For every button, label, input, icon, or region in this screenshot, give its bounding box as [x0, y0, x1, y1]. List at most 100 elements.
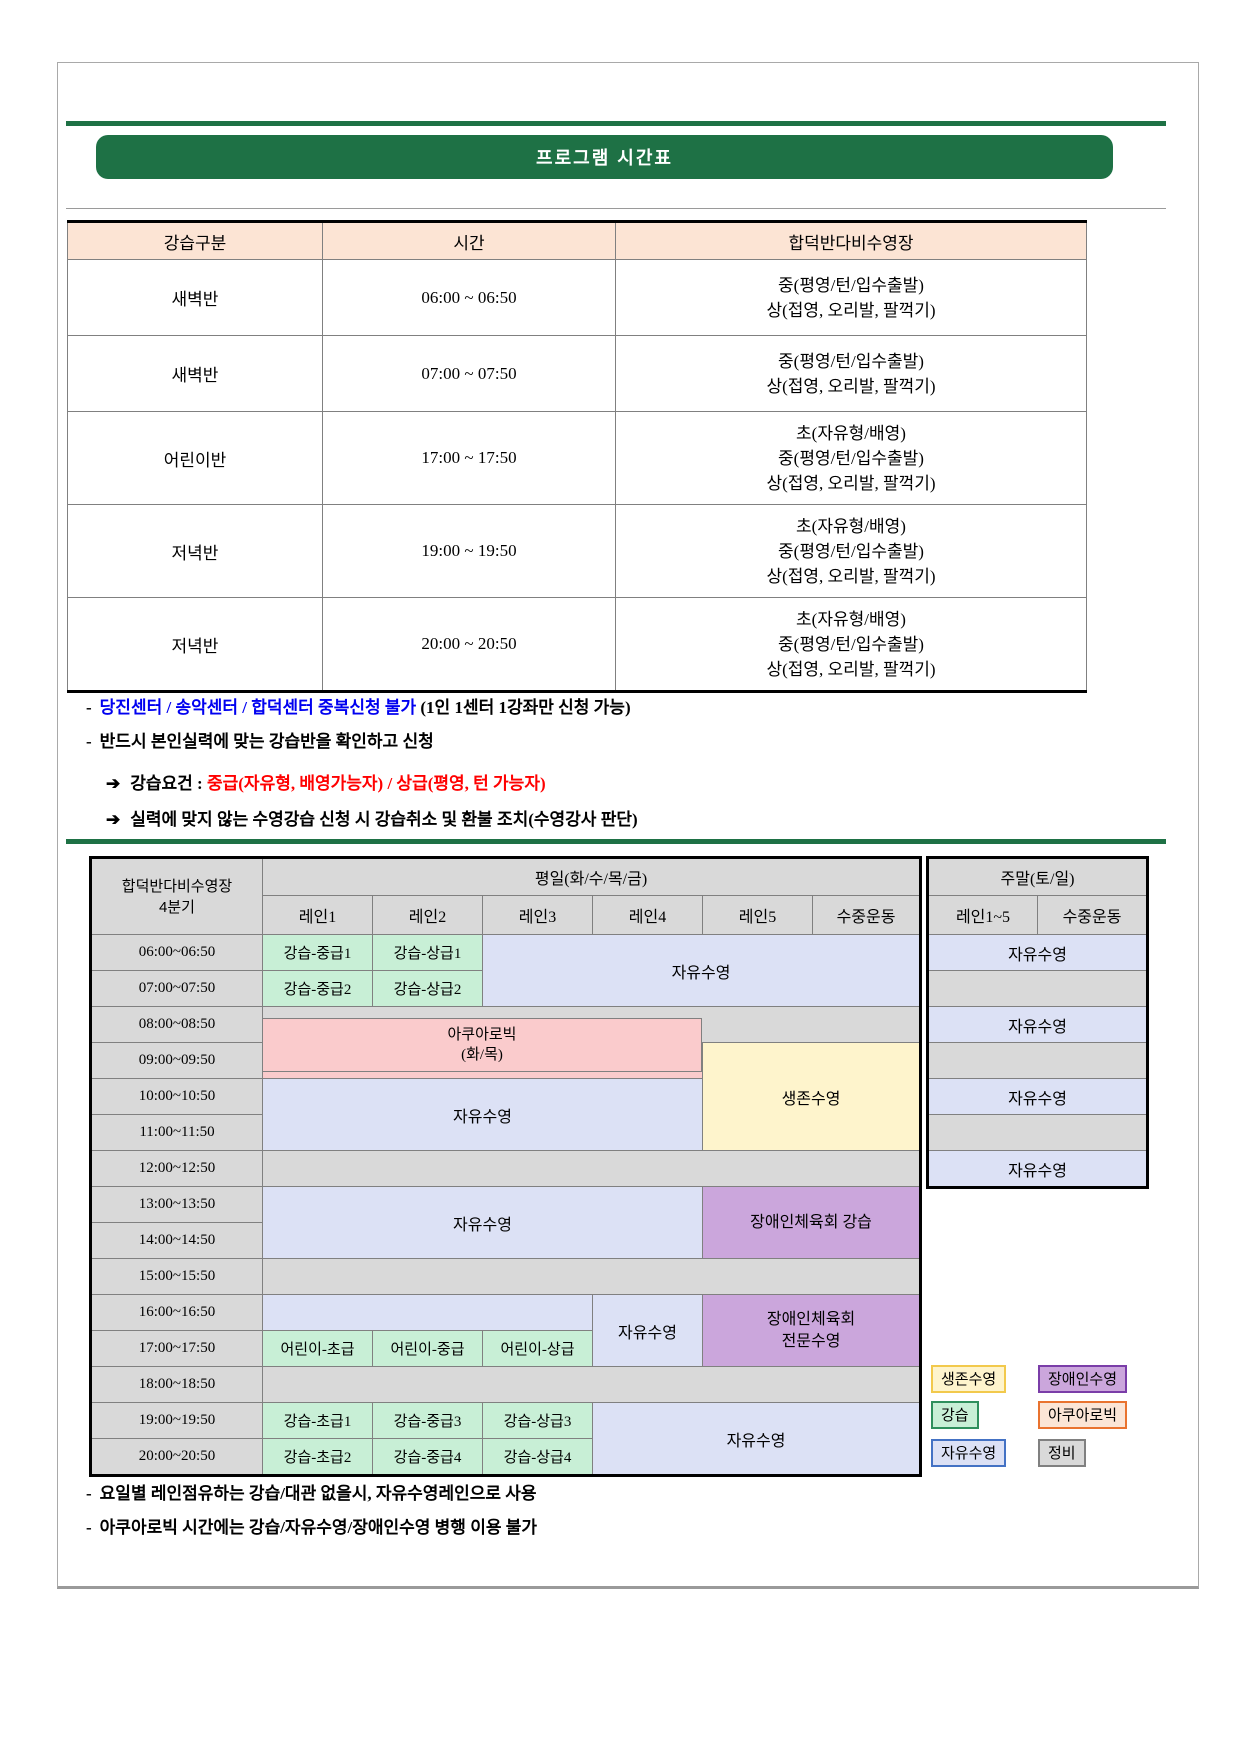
level-line: 초(자유형/배영)	[796, 423, 906, 443]
free-swim-cell: 자유수영	[926, 1150, 1149, 1188]
note-rest-text: (1인 1센터 1강좌만 신청 가능)	[416, 698, 631, 717]
note-text: 반드시 본인실력에 맞는 강습반을 확인하고 신청	[99, 732, 434, 751]
time-cell: 06:00~06:50	[90, 934, 263, 971]
free-swim-cell: 자유수영	[926, 1078, 1149, 1115]
col-header-pool: 합덕반다비수영장	[615, 220, 1087, 260]
legend-maintenance: 정비	[1038, 1439, 1086, 1467]
class-cell: 어린이-초급	[262, 1330, 373, 1367]
label-line: 전문수영	[781, 1332, 841, 1350]
lane-header: 레인2	[372, 895, 483, 935]
class-time: 07:00 ~ 07:50	[322, 335, 616, 412]
class-cell: 강습-상급3	[482, 1402, 593, 1439]
level-line: 상(접영, 오리발, 팔꺽기)	[766, 566, 936, 586]
free-swim-cell: 자유수영	[262, 1186, 703, 1259]
class-cell: 강습-상급1	[372, 934, 483, 971]
level-line: 중(평영/턴/입수출발)	[778, 448, 924, 468]
level-line: 중(평영/턴/입수출발)	[778, 634, 924, 654]
col-header-class-type: 강습구분	[67, 220, 323, 260]
divider-green-top	[66, 121, 1166, 126]
class-cell: 강습-중급4	[372, 1438, 483, 1476]
table-row: 새벽반 07:00 ~ 07:50 중(평영/턴/입수출발) 상(접영, 오리발…	[67, 335, 1087, 412]
time-row-1000: 10:00~10:50 자유수영	[90, 1078, 921, 1151]
free-swim-area-cell	[262, 1294, 593, 1331]
time-row-1400: 14:00~14:50	[90, 1222, 921, 1259]
class-cell: 강습-상급2	[372, 970, 483, 1007]
class-levels: 중(평영/턴/입수출발) 상(접영, 오리발, 팔꺽기)	[615, 259, 1087, 336]
time-row-1500: 15:00~15:50	[90, 1258, 922, 1295]
weekend-row-1200	[926, 1042, 1149, 1079]
legend-aquarobic: 아쿠아로빅	[1038, 1401, 1128, 1429]
legend-label: 아쿠아로빅	[1048, 1408, 1118, 1424]
class-cell: 강습-중급3	[372, 1402, 483, 1439]
title-bar: 프로그램 시간표	[96, 135, 1113, 179]
note-label: 강습요건 :	[130, 774, 207, 793]
class-type: 저녁반	[67, 597, 323, 693]
time-row-1800: 18:00~18:50	[90, 1366, 922, 1403]
time-cell: 19:00~19:50	[90, 1402, 263, 1439]
dash: -	[86, 732, 92, 751]
level-line: 상(접영, 오리발, 팔꺽기)	[766, 376, 936, 396]
free-swim-cell: 자유수영	[262, 1078, 703, 1151]
weekday-header: 평일(화/수/목/금)	[261, 857, 922, 896]
time-row-1100: 11:00~11:50	[90, 1114, 921, 1151]
aquarobic-block: 아쿠아로빅 (화/목)	[262, 1018, 702, 1072]
free-swim-cell: 자유수영	[926, 934, 1149, 971]
class-cell: 어린이-상급	[482, 1330, 593, 1367]
time-cell: 08:00~08:50	[90, 1006, 263, 1043]
grid-header-row: 합덕반다비수영장 4분기 평일(화/수/목/금)	[90, 857, 922, 935]
legend-label: 생존수영	[941, 1372, 997, 1388]
time-row-1300: 13:00~13:50 자유수영 장애인체육회 강습	[90, 1186, 922, 1259]
free-swim-cell: 자유수영	[481, 934, 922, 1007]
legend-label: 장애인수영	[1048, 1372, 1118, 1388]
note-text: 요일별 레인점유하는 강습/대관 없을시, 자유수영레인으로 사용	[99, 1484, 537, 1503]
note-red-text: 중급(자유형, 배영가능자) / 상급(평영, 턴 가능자)	[206, 774, 546, 793]
class-time: 20:00 ~ 20:50	[322, 597, 616, 693]
level-line: 상(접영, 오리발, 팔꺽기)	[766, 659, 936, 679]
weekend-header: 주말(토/일)	[926, 857, 1149, 896]
time-cell: 13:00~13:50	[90, 1186, 263, 1223]
class-levels: 중(평영/턴/입수출발) 상(접영, 오리발, 팔꺽기)	[615, 335, 1087, 412]
pool-name: 합덕반다비수영장	[121, 877, 233, 895]
time-cell: 11:00~11:50	[90, 1114, 263, 1151]
col-header-time: 시간	[322, 220, 616, 260]
level-line: 초(자유형/배영)	[796, 516, 906, 536]
note-text: 실력에 맞지 않는 수영강습 신청 시 강습취소 및 환불 조치(수영강사 판단…	[130, 810, 638, 829]
class-cell: 어린이-중급	[372, 1330, 483, 1367]
note-cancellation: ➔ 실력에 맞지 않는 수영강습 신청 시 강습취소 및 환불 조치(수영강사 판…	[106, 805, 638, 830]
time-row-0700: 07:00~07:50 강습-중급2 강습-상급2	[90, 970, 921, 1007]
footer-note-aquarobic: - 아쿠아로빅 시간에는 강습/자유수영/장애인수영 병행 이용 불가	[86, 1513, 537, 1538]
time-cell: 14:00~14:50	[90, 1222, 263, 1259]
class-time: 17:00 ~ 17:50	[322, 411, 616, 505]
legend-disabled-swim: 장애인수영	[1038, 1365, 1128, 1393]
class-time: 19:00 ~ 19:50	[322, 504, 616, 598]
class-type: 저녁반	[67, 504, 323, 598]
dash: -	[86, 698, 92, 717]
time-row-1600: 16:00~16:50 자유수영 장애인체육회 전문수영	[90, 1294, 922, 1367]
level-line: 중(평영/턴/입수출발)	[778, 541, 924, 561]
free-swim-cell: 자유수영	[591, 1402, 922, 1476]
weekend-row-0800	[926, 970, 1149, 1007]
aquarobic-label: 아쿠아로빅	[447, 1027, 517, 1043]
time-cell: 07:00~07:50	[90, 970, 263, 1007]
note-requirements: ➔ 강습요건 : 중급(자유형, 배영가능자) / 상급(평영, 턴 가능자)	[106, 769, 546, 794]
time-cell: 12:00~12:50	[90, 1150, 263, 1187]
time-cell: 10:00~10:50	[90, 1078, 263, 1115]
arrow-icon: ➔	[106, 774, 121, 793]
lane-header: 수중운동	[811, 895, 922, 935]
time-row-1900: 19:00~19:50 강습-초급1 강습-중급3 강습-상급3 자유수영	[90, 1402, 922, 1476]
survival-swim-cell: 생존수영	[701, 1042, 922, 1151]
disabled-sports-pro-cell: 장애인체육회 전문수영	[701, 1294, 922, 1367]
time-row-1200: 12:00~12:50	[90, 1150, 922, 1187]
empty-cell	[261, 1258, 922, 1295]
level-line: 상(접영, 오리발, 팔꺽기)	[766, 473, 936, 493]
lane-header: 레인4	[592, 895, 703, 935]
time-cell: 09:00~09:50	[90, 1042, 263, 1079]
empty-cell	[926, 1042, 1149, 1079]
aquarobic-days: (화/목)	[461, 1047, 503, 1063]
quarter: 4분기	[159, 898, 195, 916]
weekend-schedule-table: 주말(토/일) 레인1~5 수중운동 자유수영 자유수영 자유수영 자유수영	[926, 856, 1150, 1189]
time-row-2000: 20:00~20:50 강습-초급2 강습-중급4 강습-상급4	[90, 1438, 921, 1476]
lane-header: 레인1	[262, 895, 373, 935]
class-levels: 초(자유형/배영) 중(평영/턴/입수출발) 상(접영, 오리발, 팔꺽기)	[615, 597, 1087, 693]
